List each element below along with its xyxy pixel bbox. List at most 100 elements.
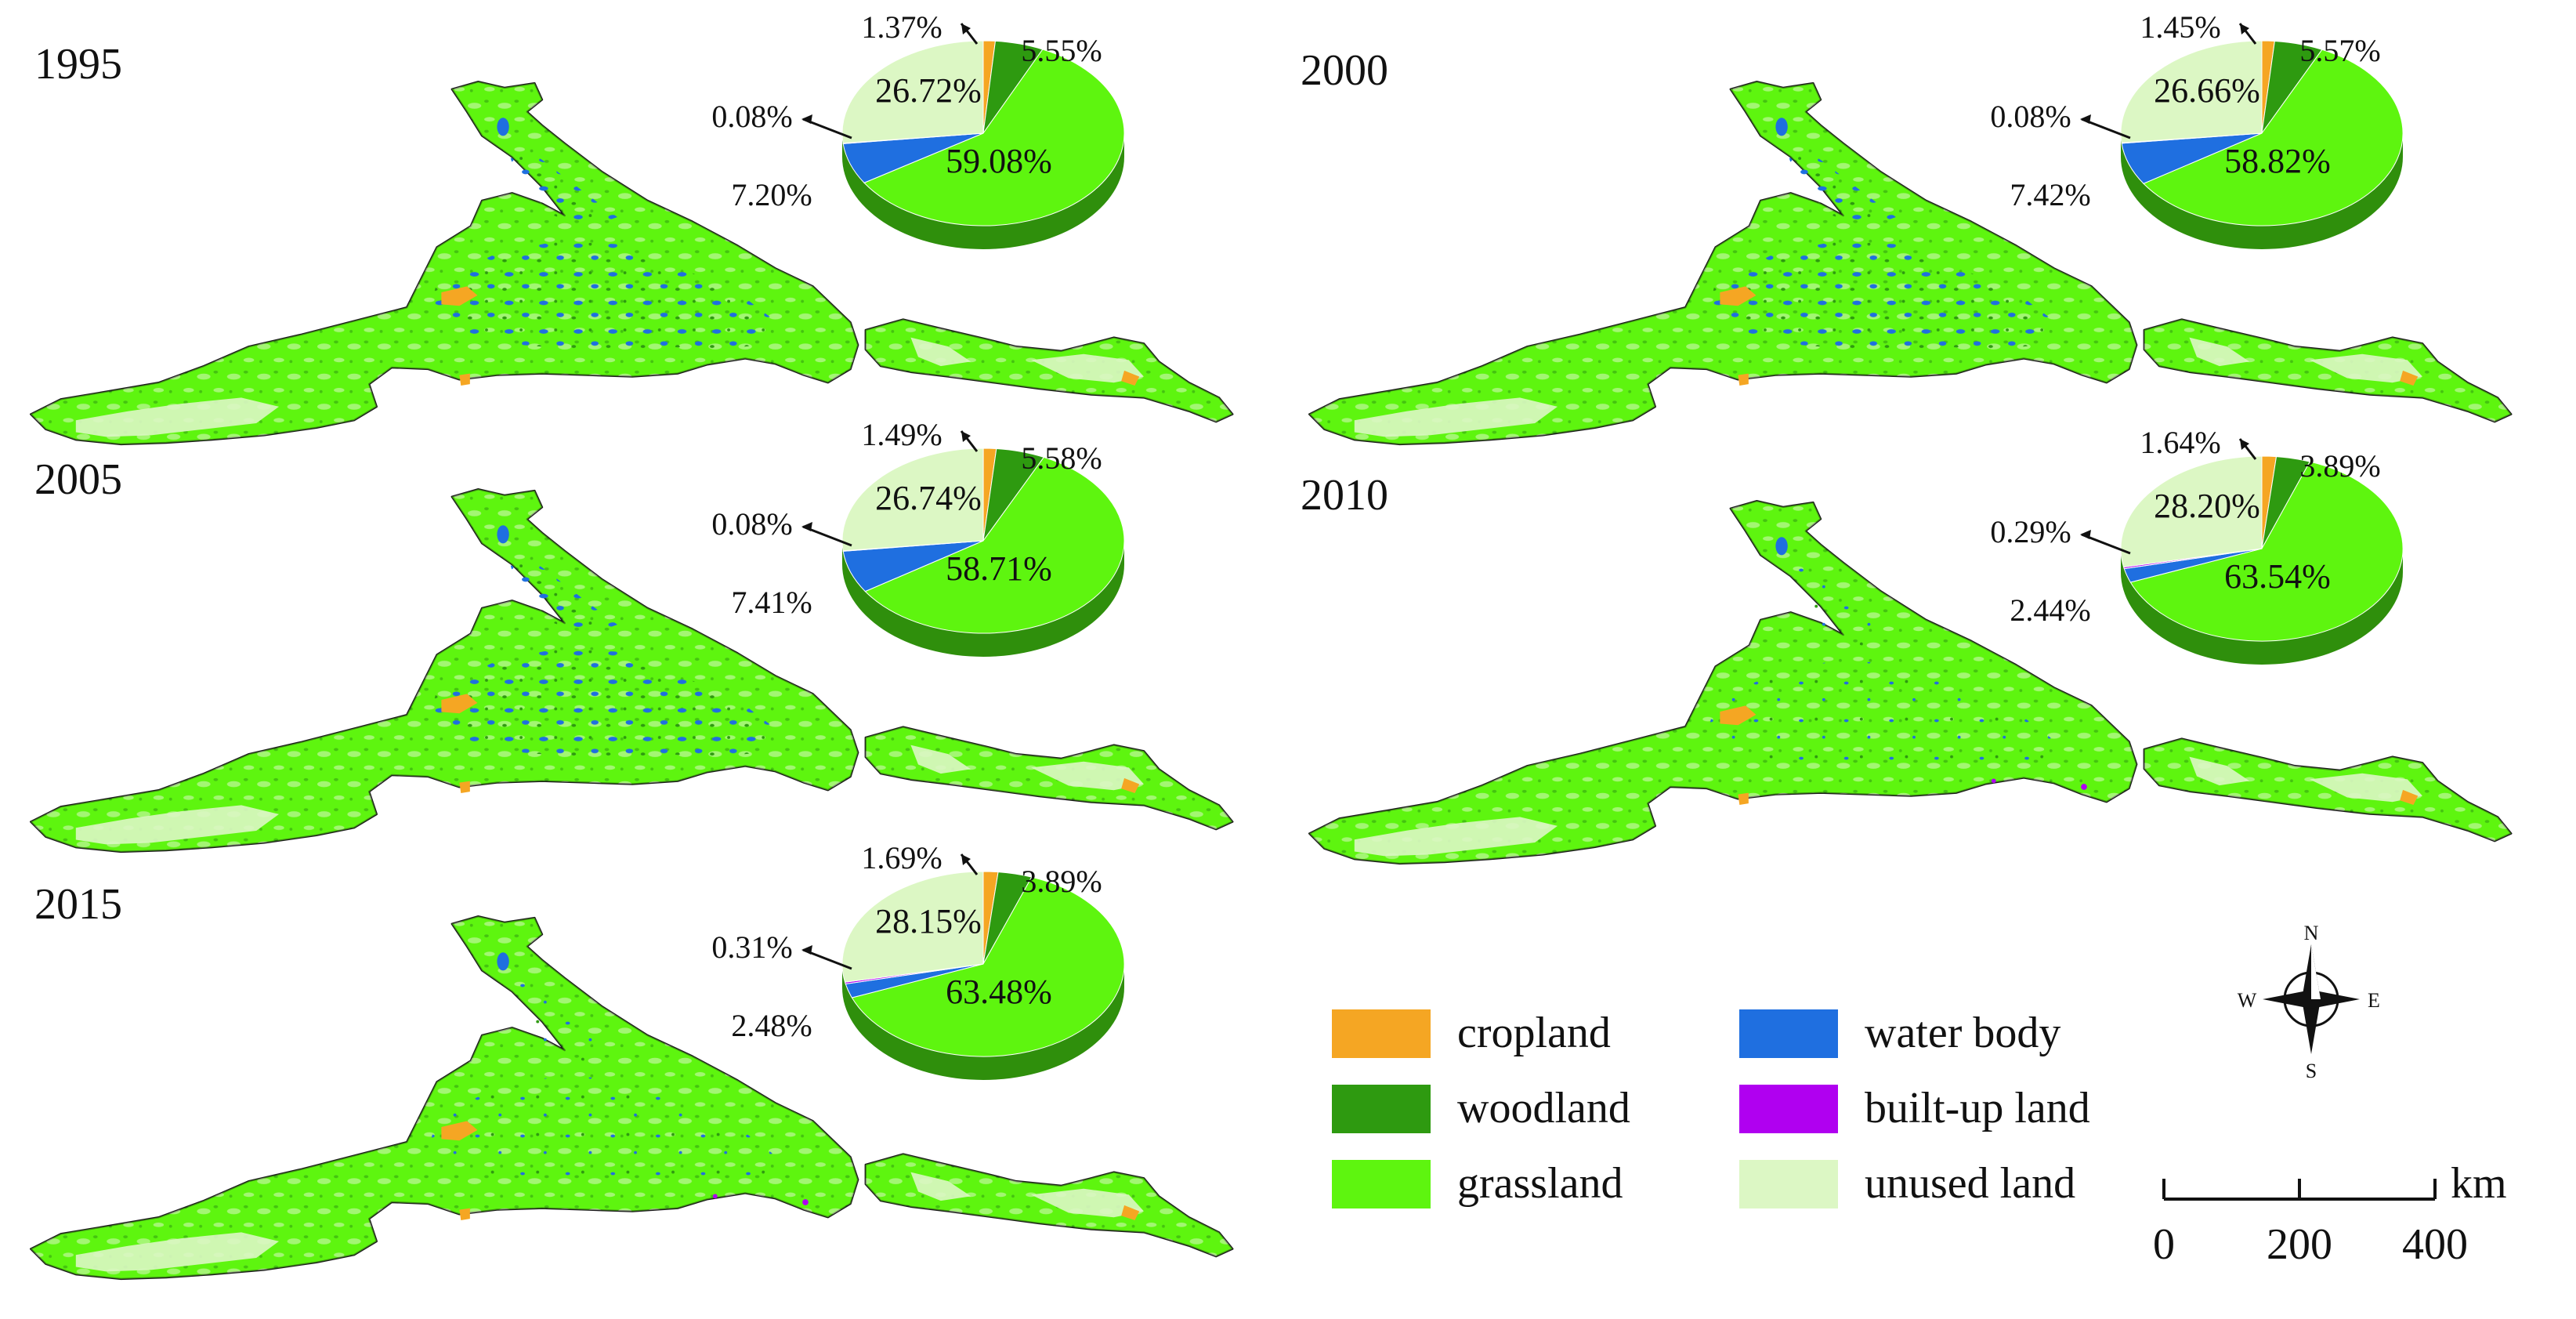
pie-labels: 59.08% 26.72% 1.37% 5.55% 0.08% 7.20% [711,9,1102,212]
cropland-percent-label: 1.45% [2140,9,2220,45]
pie-side [842,541,1124,657]
grassland-percent-label: 58.71% [946,549,1052,588]
cropland-area [2400,789,2419,806]
legend-label: grassland [1457,1159,1623,1208]
unused-land-area [910,337,971,367]
scale-bar-tick-label: 400 [2402,1220,2468,1269]
legend-swatch [1739,1009,1838,1058]
unused-land-area [1031,761,1144,791]
unused-land-area [2189,756,2250,786]
cropland-percent-label: 1.49% [861,417,942,452]
grassland-percent-label: 58.82% [2224,142,2331,180]
unused-land-percent-label: 26.74% [875,479,982,517]
water-body-area-north [505,545,617,636]
arrowhead [961,431,971,442]
cropland-percent-label: 1.37% [861,9,942,45]
year-panel-2000: 2000 58.82% 26.66% 1.45% 5.57% 0.08% 7.42% [1301,9,2513,446]
built-up-land-percent-label: 0.08% [1990,99,2071,134]
water-body-area [429,648,776,759]
year-panel-2005: 2005 58.71% 26.74% 1.49% 5.58% 0.08% 7.41% [30,417,1234,853]
legend-swatch [1332,1160,1431,1208]
arrowhead [801,945,812,955]
built-up-land-percent-label: 0.31% [711,929,792,965]
unused-land-area [1354,817,1558,857]
legend-label: water body [1865,1009,2060,1057]
compass-highlight [2311,944,2321,999]
cropland-area [1720,705,1757,726]
water-body-percent-label: 7.41% [731,585,812,620]
legend-label: built-up land [1865,1084,2090,1132]
year-label: 2000 [1301,46,1388,95]
scale-bar-tick-label: 200 [2267,1220,2332,1269]
legend-swatch [1739,1085,1838,1133]
woodland-percent-label: 3.89% [1021,864,1102,899]
cropland-area [459,1208,470,1221]
compass-n: N [2304,922,2319,944]
lake [497,952,509,971]
legend-label: woodland [1457,1084,1630,1132]
water-body-area [429,1075,776,1186]
cropland-area [459,781,470,794]
woodland-percent-label: 3.89% [2299,448,2380,484]
pie-labels: 63.54% 28.20% 1.64% 3.89% 0.29% 2.44% [1990,425,2380,628]
compass-e: E [2368,989,2380,1012]
pie-slice-unused-land [841,448,984,552]
pie-labels: 58.71% 26.74% 1.49% 5.58% 0.08% 7.41% [711,417,1102,620]
compass-w: W [2238,989,2257,1012]
water-body-area [1708,241,2054,351]
legend: cropland woodland grassland water body built… [1332,1009,2090,1208]
year-panel-2010: 2010 63.54% 28.20% 1.64% 3.89% 0.29% 2.44% [1301,425,2513,865]
unused-land-area [910,1172,971,1201]
water-body-area [429,241,776,351]
cropland-area [1121,1205,1140,1221]
water-body-percent-label: 7.42% [2010,177,2090,212]
arrowhead [2240,24,2249,34]
cropland-percent-label: 1.64% [2140,425,2220,460]
legend-swatch [1332,1009,1431,1058]
water-body-percent-label: 2.48% [731,1008,812,1043]
built-up-land-patch [2081,784,2087,790]
unused-land-area [75,805,280,845]
pie-side [2121,133,2403,249]
woodland-percent-label: 5.58% [1021,440,1102,476]
legend-item-unused-land: unused land [1739,1159,2075,1208]
built-up-leader-arrow [802,948,852,970]
pie-slice-unused-land [841,40,984,144]
unused-land-percent-label: 28.20% [2154,487,2260,525]
unused-land-area [2310,773,2422,803]
pie-side [2121,549,2403,665]
unused-land-area [1031,353,1144,383]
legend-item-woodland: woodland [1332,1084,1630,1133]
lake [497,118,509,136]
built-up-land-patch [802,1199,809,1205]
unused-land-area [910,745,971,774]
water-body-percent-label: 7.20% [731,177,812,212]
scale-bar: 0 200 400 km [2153,1159,2507,1269]
pie-labels: 58.82% 26.66% 1.45% 5.57% 0.08% 7.42% [1990,9,2380,212]
cropland-area [1121,777,1140,794]
year-label: 2005 [34,455,122,504]
scale-bar-unit: km [2451,1159,2507,1208]
cropland-area [1720,286,1757,306]
pie-slice-unused-land [2120,40,2263,143]
basin-map [1308,81,2513,446]
water-body-area-north [505,972,617,1063]
pie-side [842,133,1124,249]
cropland-area [1121,370,1140,386]
built-up-land-percent-label: 0.29% [1990,514,2071,549]
legend-item-water-body: water body [1739,1009,2060,1058]
land-use-pie-chart [841,448,1125,657]
basin-map [1308,500,2513,865]
built-up-land-patch [712,1194,718,1199]
legend-item-built-up-land: built-up land [1739,1084,2090,1133]
legend-item-grassland: grassland [1332,1159,1623,1208]
legend-swatch [1739,1160,1838,1208]
pie-slice-grassland [2129,461,2404,642]
legend-label: unused land [1865,1159,2075,1208]
unused-land-percent-label: 26.66% [2154,71,2260,110]
pie-side [842,964,1124,1080]
water-body-area-north [1783,137,1896,228]
woodland-percent-label: 5.55% [1021,33,1102,68]
cropland-area [441,286,478,306]
